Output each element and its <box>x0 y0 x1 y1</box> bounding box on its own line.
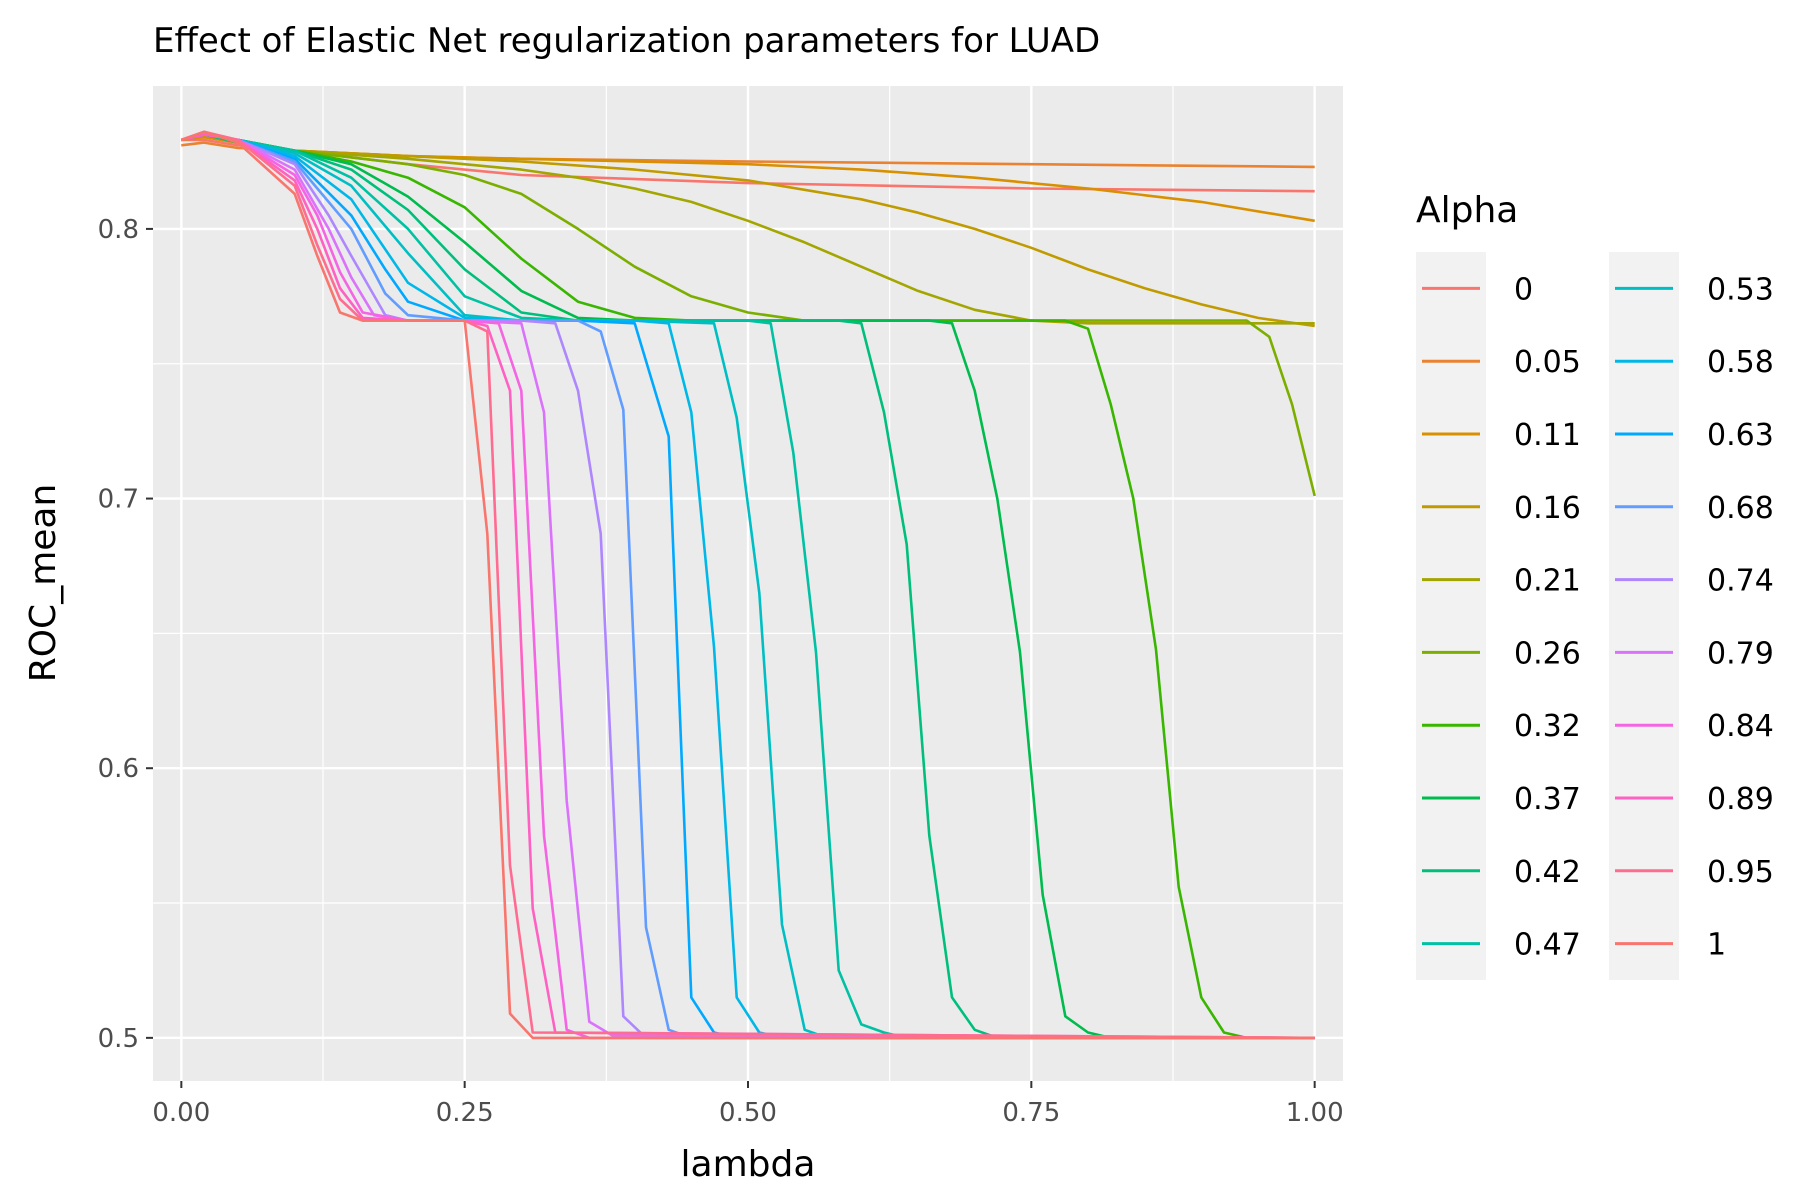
legend-label: 0.05 <box>1514 345 1581 380</box>
legend-label: 0.53 <box>1707 272 1774 307</box>
legend-label: 0.42 <box>1514 855 1581 890</box>
legend-label: 0.26 <box>1514 636 1581 671</box>
series-line-9 <box>180 133 1315 1040</box>
legend-label: 0.16 <box>1514 491 1581 526</box>
legend-label: 0.58 <box>1707 345 1774 380</box>
legend-label: 0.79 <box>1707 636 1774 671</box>
y-tick-label: 0.8 <box>98 215 139 245</box>
y-tick-label: 0.5 <box>98 1024 139 1054</box>
x-tick-label: 1.00 <box>1286 1098 1344 1128</box>
legend-items: 0 0.05 0.11 0.16 0.21 0.26 0.32 0.37 0.42 0.47 0.5… <box>1416 252 1774 980</box>
legend-label: 1 <box>1707 928 1726 963</box>
legend-label: 0.11 <box>1514 418 1581 453</box>
legend-label: 0.21 <box>1514 564 1581 599</box>
chart-title: Effect of Elastic Net regularization par… <box>153 21 1100 61</box>
y-axis-title: ROC_mean <box>23 484 64 683</box>
legend-label: 0.89 <box>1707 782 1774 817</box>
y-tick-label: 0.6 <box>98 754 139 784</box>
x-tick-label: 0.00 <box>152 1098 210 1128</box>
legend-label: 0.32 <box>1514 709 1581 744</box>
legend-title: Alpha <box>1416 190 1518 231</box>
legend-label: 0.37 <box>1514 782 1581 817</box>
series-lines <box>180 130 1316 1040</box>
x-tick-label: 0.50 <box>719 1098 777 1128</box>
x-axis-title: lambda <box>681 1144 816 1185</box>
series-line-19 <box>180 130 1315 1040</box>
legend-label: 0.63 <box>1707 418 1774 453</box>
legend-column-bg <box>1416 252 1486 980</box>
x-tick-label: 0.25 <box>436 1098 494 1128</box>
series-line-5 <box>180 133 1316 497</box>
legend-label: 0.47 <box>1514 928 1581 963</box>
legend-label: 0.84 <box>1707 709 1774 744</box>
legend-label: 0 <box>1514 272 1533 307</box>
x-tick-label: 0.75 <box>1002 1098 1060 1128</box>
legend: Alpha 00.050.110.160.210.260.320.370.420… <box>1416 190 1774 980</box>
legend-label: 0.74 <box>1707 564 1774 599</box>
legend-label: 0.68 <box>1707 491 1774 526</box>
series-line-7 <box>180 133 1315 1040</box>
legend-label: 0.95 <box>1707 855 1774 890</box>
y-tick-label: 0.7 <box>98 485 139 515</box>
axes: 0.00 0.25 0.50 0.75 1.00 0.5 0.6 0.7 0.8 <box>98 215 1344 1128</box>
legend-column-bg <box>1609 252 1679 980</box>
